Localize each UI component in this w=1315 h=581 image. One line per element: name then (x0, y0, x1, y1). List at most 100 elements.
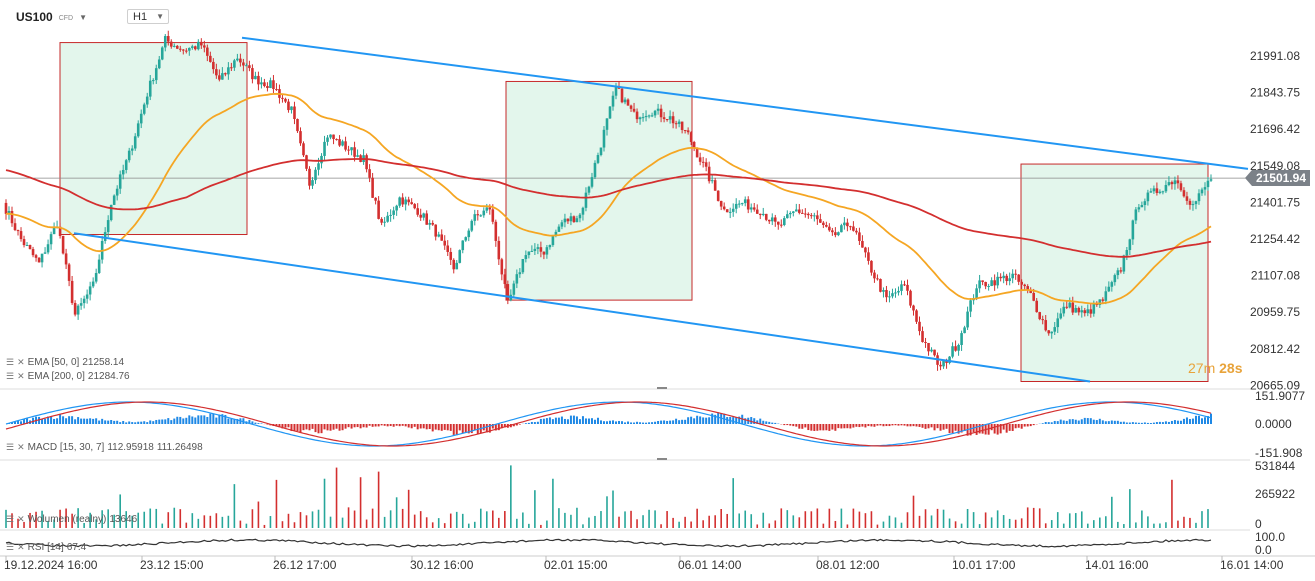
candle (7, 210, 11, 214)
volume-bar (305, 515, 308, 528)
candle (248, 65, 251, 69)
candle (632, 108, 636, 112)
close-icon[interactable]: ✕ (17, 514, 25, 524)
macd-histogram-bar (1014, 424, 1017, 429)
macd-histogram-bar (299, 424, 302, 433)
chart-header: US100 CFD ▼ (16, 8, 87, 26)
volume-bar (972, 512, 975, 528)
macd-histogram-bar (1095, 420, 1098, 424)
macd-histogram-bar (1167, 421, 1170, 424)
candle (1104, 291, 1108, 301)
macd-histogram-bar (1143, 422, 1146, 424)
highlight-box (505, 80, 693, 301)
macd-histogram-bar (951, 424, 954, 433)
macd-histogram-bar (257, 423, 260, 424)
macd-histogram-bar (533, 422, 536, 424)
symbol-label[interactable]: US100 (16, 10, 53, 24)
candle (834, 232, 837, 236)
time-axis-label: 08.01 12:00 (816, 558, 880, 572)
candle (903, 284, 906, 286)
macd-histogram-bar (801, 424, 804, 429)
candle (656, 108, 660, 111)
candle (94, 273, 98, 282)
candle (1068, 302, 1072, 308)
volume-bar (461, 513, 464, 528)
close-icon[interactable]: ✕ (17, 542, 25, 552)
volume-bar (77, 508, 79, 528)
close-icon[interactable]: ✕ (17, 442, 25, 452)
macd-histogram-bar (236, 418, 239, 424)
candle (948, 356, 951, 363)
candle (734, 203, 738, 209)
legend-ema200: ☰ ✕ EMA [200, 0] 21284.76 (6, 371, 130, 382)
volume-bar (353, 510, 356, 528)
timeframe-select[interactable]: H1 ▼ (127, 9, 169, 24)
close-icon[interactable]: ✕ (17, 371, 25, 381)
candle (677, 121, 681, 124)
volume-bar (215, 513, 218, 528)
macd-histogram-bar (314, 424, 317, 433)
macd-histogram-bar (332, 424, 335, 430)
macd-histogram-bar (590, 418, 593, 424)
candle (1143, 201, 1147, 206)
candle (118, 174, 122, 189)
candle (121, 169, 125, 175)
candle (680, 121, 684, 130)
candle (142, 104, 146, 114)
macd-histogram-bar (173, 418, 176, 424)
candle (578, 214, 582, 219)
volume-bar (774, 520, 777, 528)
volume-bar (522, 512, 524, 528)
ema200-line (5, 158, 1212, 258)
candle (668, 116, 672, 120)
symbol-dropdown-icon[interactable]: ▼ (79, 12, 88, 22)
macd-histogram-bar (305, 424, 308, 430)
candle (233, 60, 236, 68)
macd-histogram-bar (756, 420, 759, 424)
candle (106, 220, 110, 233)
candle (383, 221, 386, 223)
volume-bar (269, 516, 272, 528)
candle (413, 204, 416, 209)
candle (4, 202, 8, 214)
candle (942, 360, 945, 367)
settings-icon[interactable]: ☰ (6, 357, 15, 367)
volume-bar (323, 478, 326, 528)
signal-line (5, 401, 1212, 447)
price-tick-label: 21107.08 (1251, 269, 1300, 283)
candle (1053, 327, 1057, 332)
macd-histogram-bar (1140, 422, 1143, 424)
volume-bar (1153, 523, 1155, 528)
volume-bar (828, 508, 831, 528)
candle (698, 157, 702, 162)
timeframe-value: H1 (133, 10, 148, 23)
close-icon[interactable]: ✕ (17, 357, 25, 367)
candle (326, 137, 329, 142)
settings-icon[interactable]: ☰ (6, 371, 15, 381)
volume-bar (299, 512, 302, 528)
candle (984, 281, 987, 287)
macd-histogram-bar (404, 424, 407, 427)
settings-icon[interactable]: ☰ (6, 542, 15, 552)
volume-bar (1056, 512, 1059, 528)
volume-bar (53, 519, 55, 528)
macd-histogram-bar (578, 419, 581, 424)
macd-histogram-bar (1098, 418, 1101, 424)
candle (157, 59, 161, 69)
volume-bar (990, 517, 993, 528)
candle (434, 224, 438, 237)
volume-bar (810, 511, 813, 528)
candle (335, 139, 338, 141)
candle (1107, 286, 1111, 292)
settings-icon[interactable]: ☰ (6, 514, 15, 524)
macd-histogram-bar (215, 417, 218, 424)
volume-bar (804, 511, 807, 528)
volume-bar (107, 509, 109, 528)
macd-histogram-bar (1113, 420, 1116, 424)
settings-icon[interactable]: ☰ (6, 442, 15, 452)
macd-histogram-bar (945, 424, 948, 429)
candle (1038, 312, 1042, 320)
macd-histogram-bar (825, 424, 828, 431)
candle (293, 106, 296, 120)
